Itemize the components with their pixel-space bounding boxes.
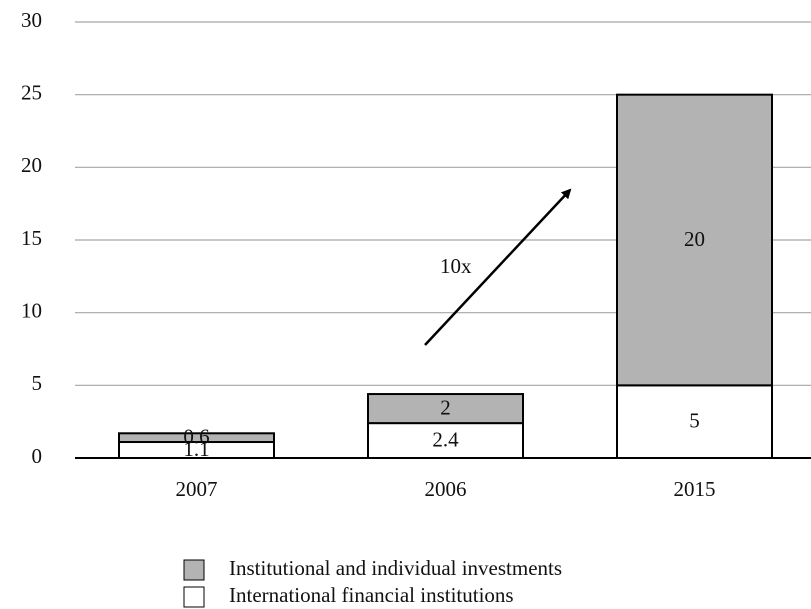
annotation: 10x <box>440 254 472 278</box>
x-tick-label: 2006 <box>425 477 467 501</box>
bar-segment <box>367 393 524 425</box>
bar-segment <box>367 422 524 459</box>
y-tick-label: 10 <box>21 298 42 322</box>
arrow <box>424 188 572 346</box>
y-tick-label: 30 <box>21 8 42 32</box>
data-label: 20 <box>684 227 705 251</box>
legend: Institutional and individual investments… <box>183 556 562 608</box>
y-tick-label: 0 <box>32 444 43 468</box>
legend-swatch <box>183 559 205 581</box>
x-tick-label: 2007 <box>176 477 218 501</box>
bar-segment <box>118 432 275 444</box>
data-label: 2.4 <box>432 427 459 451</box>
x-tick-label: 2015 <box>674 477 716 501</box>
legend-swatch <box>183 586 205 608</box>
y-tick-label: 25 <box>21 80 42 104</box>
legend-label: Institutional and individual investments <box>229 556 562 580</box>
data-label: 2 <box>440 395 451 419</box>
y-tick-label: 5 <box>32 371 43 395</box>
data-label: 0.6 <box>183 424 209 448</box>
y-tick-label: 20 <box>21 153 42 177</box>
data-label: 5 <box>689 408 700 432</box>
y-tick-label: 15 <box>21 226 42 250</box>
bar-segment <box>616 93 773 387</box>
legend-label: International financial institutions <box>229 583 514 607</box>
